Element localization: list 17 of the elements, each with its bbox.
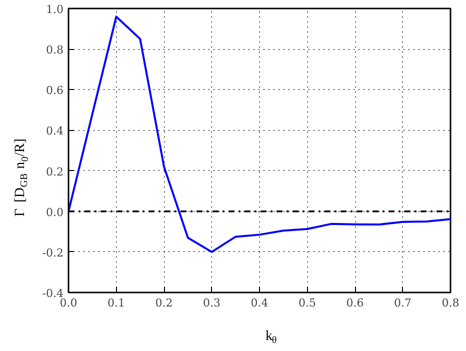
x-tick-label: 0.4 bbox=[250, 296, 268, 310]
y-tick-label: 0.8 bbox=[46, 44, 64, 57]
y-axis-title: Γ [DGB n0/R] bbox=[13, 138, 31, 217]
x-tick-label: 0.3 bbox=[203, 296, 221, 310]
x-tick-label: 0.2 bbox=[155, 296, 173, 310]
line-series bbox=[68, 16, 450, 253]
y-tick-label: 0.4 bbox=[46, 124, 64, 138]
x-tick-label: 0.7 bbox=[394, 296, 412, 310]
y-tick-label: 0.0 bbox=[46, 206, 64, 219]
x-tick-label: 0.1 bbox=[108, 296, 126, 310]
y-tick-label: 1.0 bbox=[46, 3, 64, 16]
x-tick-label: 0.5 bbox=[298, 296, 316, 310]
y-tick-label: 0.2 bbox=[46, 165, 64, 178]
y-tick-label: -0.2 bbox=[42, 246, 64, 260]
x-tick-label: 0.6 bbox=[346, 296, 364, 310]
x-tick-label: 0.8 bbox=[442, 296, 460, 310]
y-tick-label: 0.6 bbox=[46, 84, 64, 98]
